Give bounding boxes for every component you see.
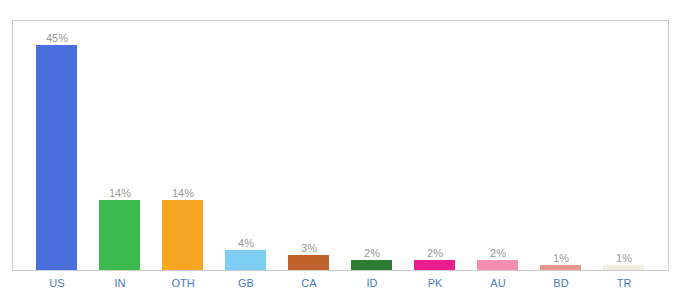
svg-text:CA: CA (301, 277, 317, 289)
svg-text:3%: 3% (301, 242, 317, 254)
svg-text:1%: 1% (553, 252, 569, 264)
svg-text:IN: IN (115, 277, 126, 289)
svg-text:US: US (49, 277, 64, 289)
svg-text:AU: AU (490, 277, 505, 289)
svg-text:TR: TR (617, 277, 632, 289)
svg-text:45%: 45% (46, 32, 68, 44)
svg-text:2%: 2% (490, 247, 506, 259)
svg-text:OTH: OTH (171, 277, 194, 289)
svg-text:ID: ID (367, 277, 378, 289)
svg-text:2%: 2% (364, 247, 380, 259)
svg-text:4%: 4% (238, 237, 254, 249)
svg-text:14%: 14% (109, 187, 131, 199)
svg-text:PK: PK (428, 277, 443, 289)
svg-text:14%: 14% (172, 187, 194, 199)
svg-text:1%: 1% (616, 252, 632, 264)
svg-text:2%: 2% (427, 247, 443, 259)
svg-text:GB: GB (238, 277, 254, 289)
svg-text:BD: BD (553, 277, 568, 289)
